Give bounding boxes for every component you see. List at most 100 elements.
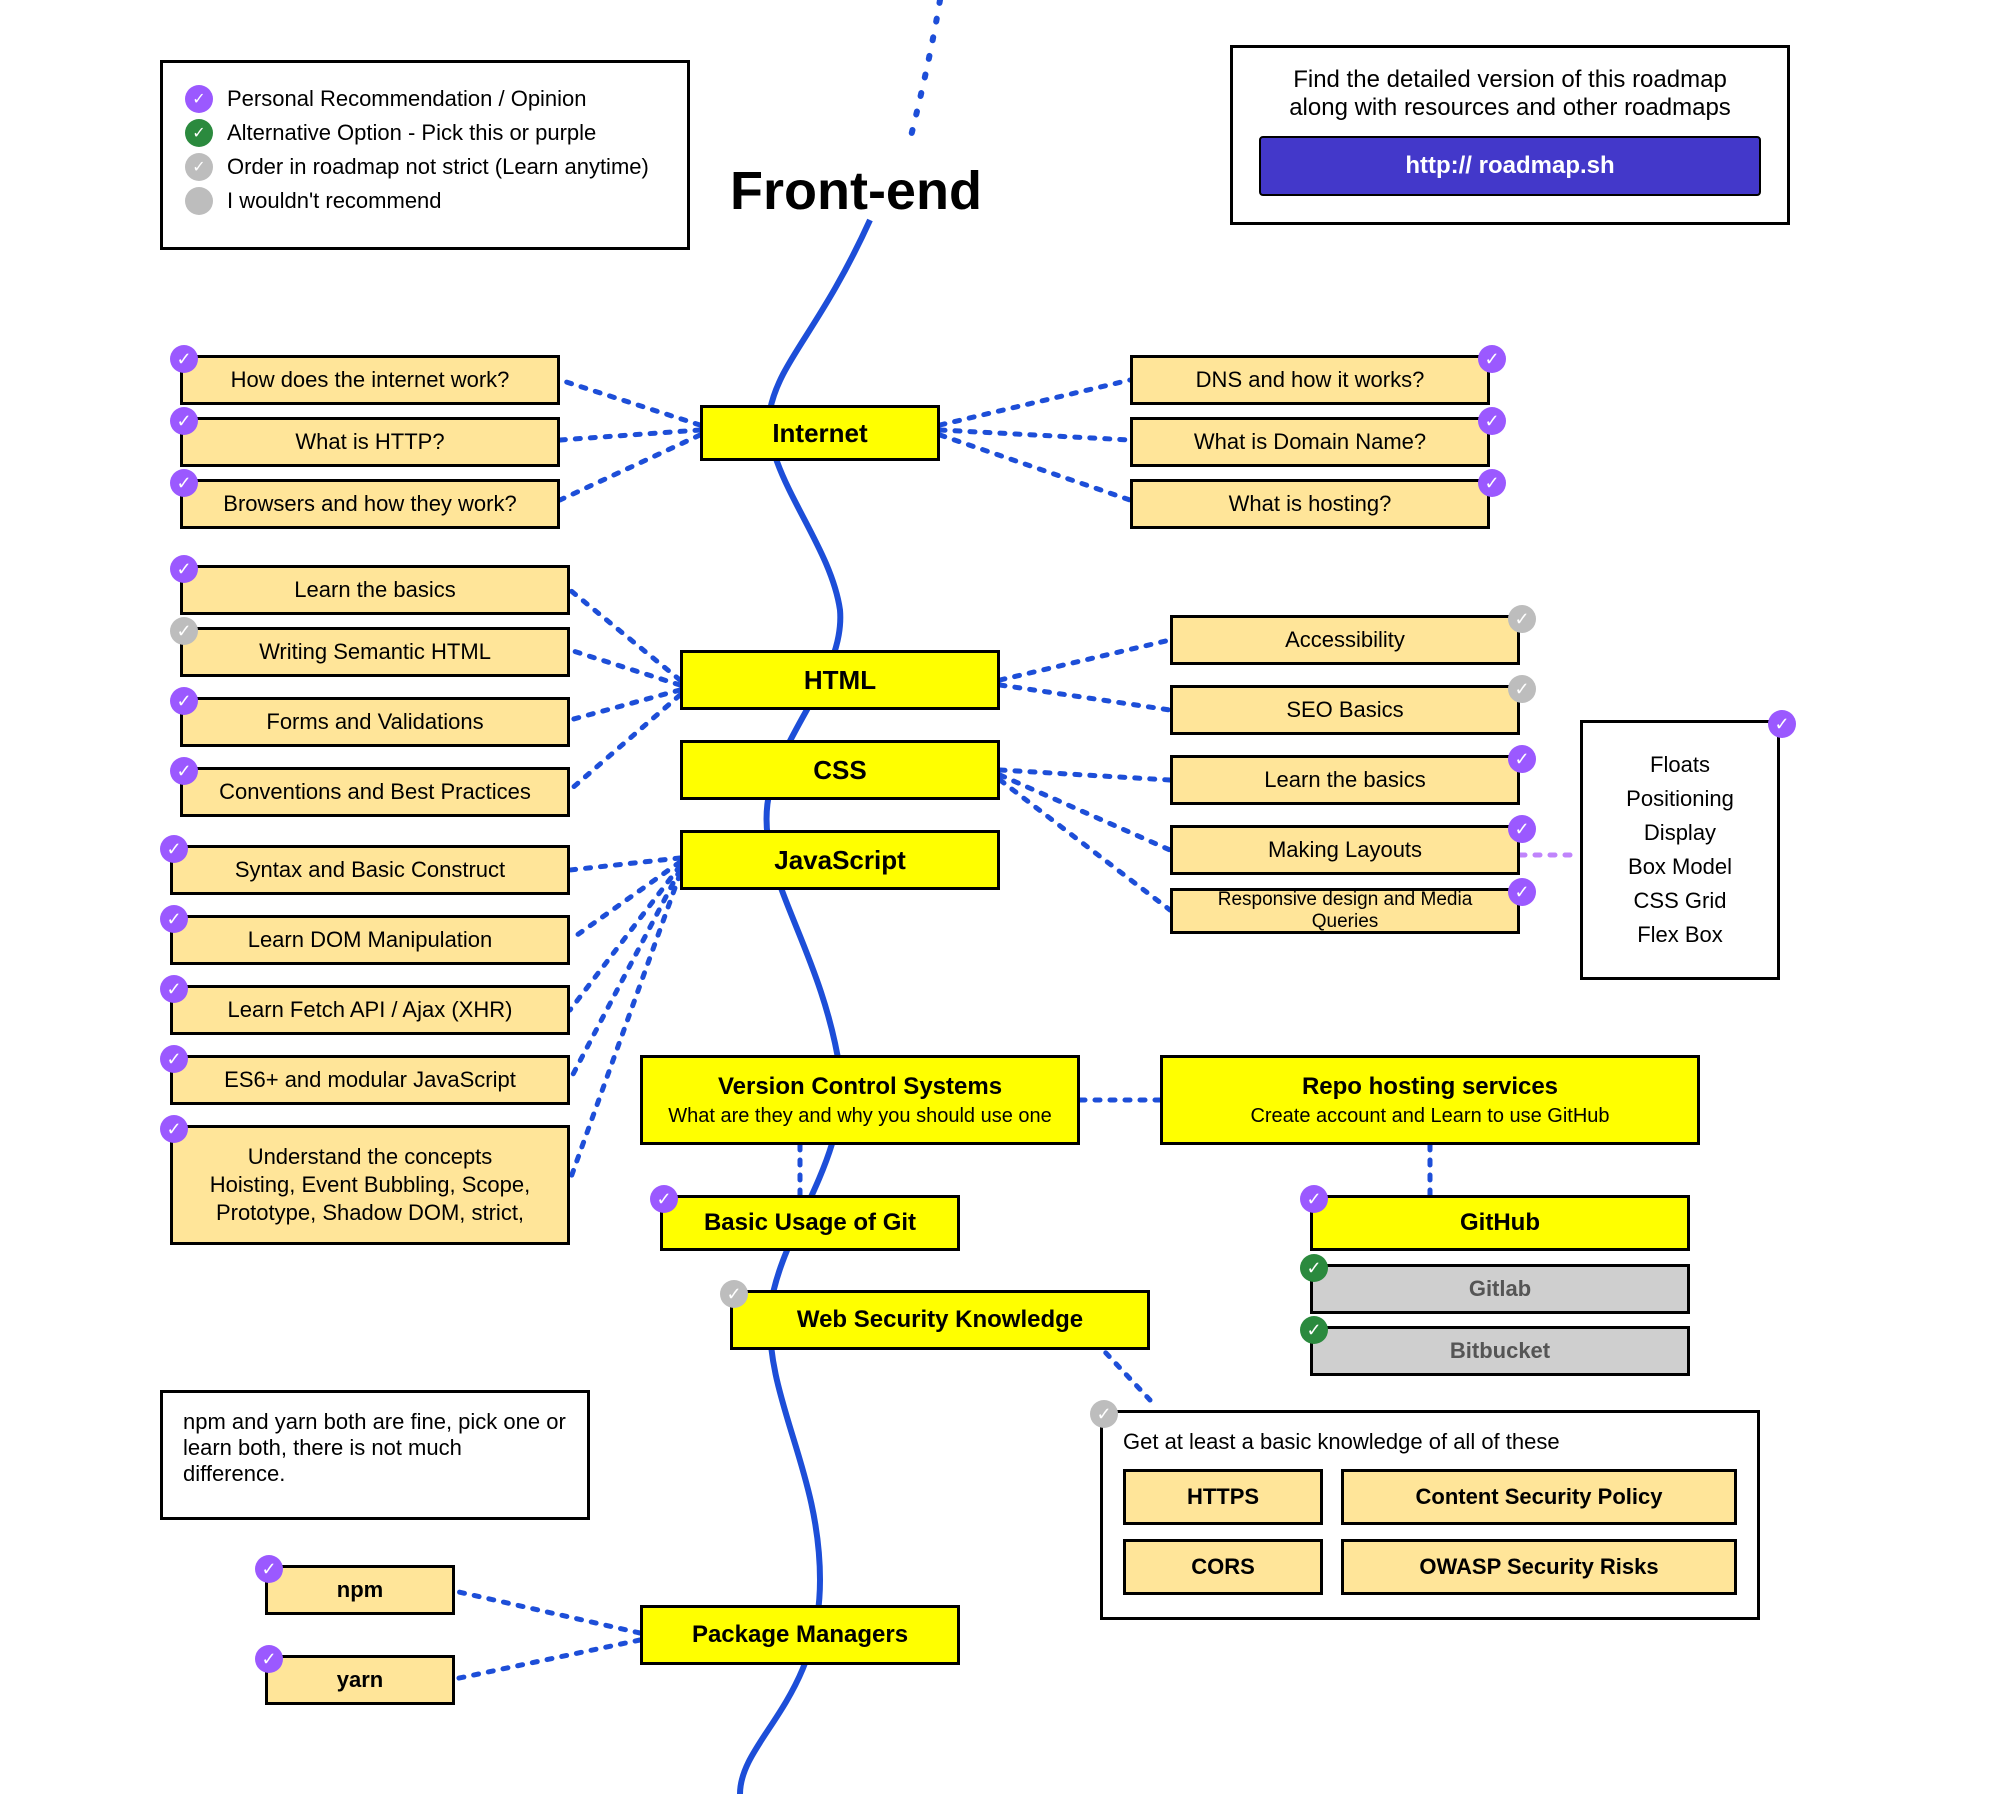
- leaf-html-accessibility[interactable]: Accessibility: [1170, 615, 1520, 665]
- leaf-text: Responsive design and Media Queries: [1185, 889, 1505, 933]
- badge-check-icon: [1768, 710, 1796, 738]
- leaf-css-layouts[interactable]: Making Layouts: [1170, 825, 1520, 875]
- leaf-sec-cors[interactable]: CORS: [1123, 1539, 1323, 1595]
- legend-row-not-recommended: I wouldn't recommend: [185, 187, 665, 215]
- badge-check-icon: [720, 1280, 748, 1308]
- hub-repo[interactable]: Repo hosting services Create account and…: [1160, 1055, 1700, 1145]
- badge-check-icon: [1478, 469, 1506, 497]
- leaf-html-forms[interactable]: Forms and Validations: [180, 697, 570, 747]
- leaf-internet-dns[interactable]: DNS and how it works?: [1130, 355, 1490, 405]
- leaf-text: Syntax and Basic Construct: [235, 857, 505, 883]
- leaf-js-es6[interactable]: ES6+ and modular JavaScript: [170, 1055, 570, 1105]
- leaf-repo-bitbucket[interactable]: Bitbucket: [1310, 1326, 1690, 1376]
- sidebox-item: Floats: [1601, 752, 1759, 778]
- leaf-text: CORS: [1191, 1554, 1255, 1580]
- badge-check-icon: [1300, 1185, 1328, 1213]
- leaf-sec-csp[interactable]: Content Security Policy: [1341, 1469, 1737, 1525]
- leaf-text: Bitbucket: [1450, 1338, 1550, 1364]
- hub-internet-label: Internet: [772, 418, 867, 449]
- legend-row-green: Alternative Option - Pick this or purple: [185, 119, 665, 147]
- hub-github[interactable]: GitHub: [1310, 1195, 1690, 1251]
- leaf-pkg-yarn[interactable]: yarn: [265, 1655, 455, 1705]
- leaf-text: Learn Fetch API / Ajax (XHR): [228, 997, 513, 1023]
- promo-cta-button[interactable]: http:// roadmap.sh: [1259, 136, 1761, 196]
- leaf-text: HTTPS: [1187, 1484, 1259, 1510]
- hub-css-label: CSS: [813, 755, 866, 786]
- hub-pkg-label: Package Managers: [692, 1621, 908, 1649]
- leaf-text: Accessibility: [1285, 627, 1405, 653]
- leaf-internet-http[interactable]: What is HTTP?: [180, 417, 560, 467]
- badge-check-icon: [170, 757, 198, 785]
- badge-check-icon: [650, 1185, 678, 1213]
- hub-css[interactable]: CSS: [680, 740, 1000, 800]
- hub-web-security[interactable]: Web Security Knowledge: [730, 1290, 1150, 1350]
- badge-check-icon: [1508, 605, 1536, 633]
- leaf-css-responsive[interactable]: Responsive design and Media Queries: [1170, 888, 1520, 934]
- badge-check-icon: [1508, 815, 1536, 843]
- leaf-text: Making Layouts: [1268, 837, 1422, 863]
- leaf-text: npm: [337, 1577, 383, 1603]
- badge-check-icon: [1090, 1400, 1118, 1428]
- badge-check-icon: [1478, 345, 1506, 373]
- leaf-sec-owasp[interactable]: OWASP Security Risks: [1341, 1539, 1737, 1595]
- badge-check-icon: [170, 617, 198, 645]
- leaf-internet-browsers[interactable]: Browsers and how they work?: [180, 479, 560, 529]
- note-text: npm and yarn both are fine, pick one or …: [183, 1409, 566, 1486]
- leaf-repo-gitlab[interactable]: Gitlab: [1310, 1264, 1690, 1314]
- hub-package-managers[interactable]: Package Managers: [640, 1605, 960, 1665]
- leaf-html-semantic[interactable]: Writing Semantic HTML: [180, 627, 570, 677]
- leaf-html-conventions[interactable]: Conventions and Best Practices: [180, 767, 570, 817]
- legend-row-grey: Order in roadmap not strict (Learn anyti…: [185, 153, 665, 181]
- hub-javascript[interactable]: JavaScript: [680, 830, 1000, 890]
- badge-check-icon: [160, 905, 188, 933]
- badge-check-icon: [160, 975, 188, 1003]
- hub-html[interactable]: HTML: [680, 650, 1000, 710]
- sidebox-item: CSS Grid: [1601, 888, 1759, 914]
- leaf-text: Learn DOM Manipulation: [248, 927, 493, 953]
- leaf-text: Browsers and how they work?: [223, 491, 516, 517]
- badge-check-icon: [1508, 675, 1536, 703]
- leaf-internet-hosting[interactable]: What is hosting?: [1130, 479, 1490, 529]
- sidebox-item: Display: [1601, 820, 1759, 846]
- hub-git-label: Basic Usage of Git: [704, 1209, 916, 1237]
- hub-vcs[interactable]: Version Control Systems What are they an…: [640, 1055, 1080, 1145]
- legend-label: Personal Recommendation / Opinion: [227, 86, 587, 112]
- leaf-text: Writing Semantic HTML: [259, 639, 491, 665]
- legend-swatch-grey-icon: [185, 153, 213, 181]
- hub-github-label: GitHub: [1460, 1209, 1540, 1237]
- badge-check-icon: [1508, 878, 1536, 906]
- leaf-js-fetch[interactable]: Learn Fetch API / Ajax (XHR): [170, 985, 570, 1035]
- css-layouts-sidebox: Floats Positioning Display Box Model CSS…: [1580, 720, 1780, 980]
- leaf-text: Gitlab: [1469, 1276, 1531, 1302]
- sidebox-item: Box Model: [1601, 854, 1759, 880]
- leaf-internet-how[interactable]: How does the internet work?: [180, 355, 560, 405]
- hub-git[interactable]: Basic Usage of Git: [660, 1195, 960, 1251]
- note-pkg: npm and yarn both are fine, pick one or …: [160, 1390, 590, 1520]
- leaf-css-basics[interactable]: Learn the basics: [1170, 755, 1520, 805]
- hub-security-label: Web Security Knowledge: [797, 1306, 1083, 1334]
- leaf-js-concepts[interactable]: Understand the concepts Hoisting, Event …: [170, 1125, 570, 1245]
- promo-line1: Find the detailed version of this roadma…: [1259, 66, 1761, 94]
- leaf-html-basics[interactable]: Learn the basics: [180, 565, 570, 615]
- leaf-js-dom[interactable]: Learn DOM Manipulation: [170, 915, 570, 965]
- leaf-text: ES6+ and modular JavaScript: [224, 1067, 516, 1093]
- leaf-sec-https[interactable]: HTTPS: [1123, 1469, 1323, 1525]
- badge-check-icon: [170, 687, 198, 715]
- page-title: Front-end: [730, 160, 982, 222]
- legend-label: Alternative Option - Pick this or purple: [227, 120, 596, 146]
- hub-js-label: JavaScript: [774, 845, 906, 876]
- leaf-internet-domain[interactable]: What is Domain Name?: [1130, 417, 1490, 467]
- legend-label: Order in roadmap not strict (Learn anyti…: [227, 154, 649, 180]
- leaf-js-syntax[interactable]: Syntax and Basic Construct: [170, 845, 570, 895]
- sidebox-item: Flex Box: [1601, 922, 1759, 948]
- badge-check-icon: [160, 1045, 188, 1073]
- leaf-html-seo[interactable]: SEO Basics: [1170, 685, 1520, 735]
- leaf-pkg-npm[interactable]: npm: [265, 1565, 455, 1615]
- leaf-text: Learn the basics: [294, 577, 455, 603]
- badge-check-icon: [1300, 1316, 1328, 1344]
- badge-check-icon: [170, 469, 198, 497]
- hub-internet[interactable]: Internet: [700, 405, 940, 461]
- badge-check-icon: [170, 555, 198, 583]
- legend-box: Personal Recommendation / Opinion Altern…: [160, 60, 690, 250]
- badge-check-icon: [170, 345, 198, 373]
